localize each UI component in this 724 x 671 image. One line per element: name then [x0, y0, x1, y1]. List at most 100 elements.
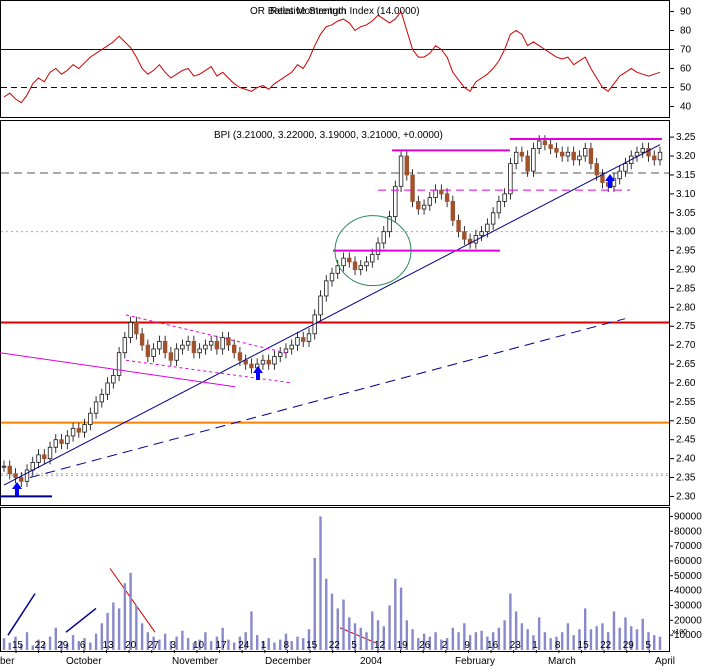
volume-bar: [589, 629, 593, 650]
price-bar-body: [640, 148, 645, 153]
rsi-tick-label: 40: [680, 102, 692, 113]
rsi-tick-label: 90: [680, 7, 692, 18]
price-bar-body: [652, 155, 657, 161]
volume-bar: [509, 593, 512, 650]
price-bar-body: [111, 375, 116, 384]
volume-bar: [302, 638, 305, 650]
price-bar-body: [1, 465, 7, 468]
price-bar-body: [65, 435, 70, 444]
price-tick-label: 2.45: [676, 435, 696, 446]
volume-tick-label: 30000: [674, 600, 702, 611]
price-tick-label: 3.25: [676, 132, 696, 143]
price-bar-body: [88, 412, 93, 425]
price-bar-body: [617, 170, 622, 180]
price-bar-body: [36, 454, 41, 463]
volume-multiplier-label: x100: [672, 629, 687, 636]
price-bar-body: [554, 148, 559, 153]
price-bar-body: [220, 337, 225, 350]
price-bar-body: [347, 257, 352, 263]
price-bar-body: [185, 340, 191, 346]
volume-bar: [250, 611, 253, 650]
price-bar-body: [99, 393, 105, 403]
up-arrow-icon: [12, 482, 22, 496]
volume-bar: [514, 611, 518, 650]
price-bar-body: [24, 469, 30, 482]
price-bar-body: [324, 280, 329, 297]
volume-bar: [382, 626, 385, 650]
volume-bar: [422, 633, 426, 650]
price-bar-body: [329, 272, 335, 282]
volume-bar: [198, 639, 201, 650]
price-bar-body: [364, 261, 369, 267]
price-tick-label: 2.70: [676, 340, 696, 351]
volume-bar: [244, 632, 247, 650]
price-tick-label: 2.30: [676, 491, 696, 502]
volume-bar: [371, 611, 374, 650]
price-bar-body: [600, 174, 605, 183]
volume-bar: [129, 572, 132, 650]
volume-bar: [158, 639, 161, 650]
volume-bar: [238, 636, 242, 650]
price-bar-body: [30, 461, 35, 471]
price-tick-label: 2.35: [676, 473, 696, 484]
price-tick-label: 2.40: [676, 454, 696, 465]
volume-bar: [578, 629, 581, 650]
price-bar-body: [387, 216, 392, 233]
price-tick-label: 3.05: [676, 208, 696, 219]
volume-bar: [468, 635, 472, 650]
volume-bar: [560, 632, 564, 650]
volume-bar: [232, 642, 236, 650]
volume-bar: [279, 639, 282, 650]
price-bar-body: [444, 193, 450, 202]
x-month-label: April: [655, 656, 675, 666]
rsi-overlay-label: OR Bates Momentum: [250, 6, 346, 17]
volume-bar: [388, 605, 391, 650]
x-day-label: 22: [329, 640, 341, 651]
volume-bar: [48, 636, 52, 650]
highlight-circle: [334, 215, 412, 287]
secondary-trend-line: [29, 318, 626, 479]
x-day-label: 13: [102, 640, 114, 651]
volume-bar: [135, 605, 138, 650]
volume-bar: [169, 641, 173, 650]
volume-bar: [123, 583, 127, 650]
volume-bar: [25, 632, 29, 650]
price-bar-body: [634, 151, 640, 157]
price-bar-body: [571, 151, 576, 161]
volume-bar: [325, 578, 328, 650]
volume-bar: [112, 602, 115, 650]
price-bar-body: [450, 201, 456, 221]
channel-bottom: [125, 359, 293, 384]
price-bar-body: [410, 174, 415, 202]
price-bar-body: [341, 257, 346, 267]
x-month-label: November: [172, 656, 219, 666]
price-bar-body: [191, 340, 197, 354]
price-bar-body: [19, 477, 24, 482]
volume-tick-label: 70000: [674, 541, 702, 552]
volume-bar: [497, 627, 501, 650]
x-month-label: 2004: [360, 656, 383, 666]
price-bar-body: [260, 359, 266, 365]
price-bar-body: [53, 439, 58, 448]
volume-bar: [630, 626, 633, 650]
volume-bar: [342, 599, 345, 650]
volume-bar: [428, 636, 432, 650]
volume-bar: [163, 633, 167, 650]
volume-bar: [66, 644, 69, 650]
volume-trend-2: [65, 607, 97, 633]
x-month-label: October: [66, 656, 102, 666]
x-day-label: 5: [645, 640, 651, 651]
volume-bar: [635, 629, 639, 650]
price-bar-body: [335, 265, 340, 274]
volume-bar: [140, 623, 144, 650]
volume-bar: [451, 627, 455, 650]
price-bar-body: [375, 242, 381, 255]
volume-bar: [37, 639, 40, 650]
price-bar-body: [439, 189, 444, 195]
price-panel-frame: [0, 120, 670, 506]
volume-bar: [261, 641, 265, 650]
volume-trend-3: [109, 568, 156, 633]
volume-bar: [273, 642, 276, 650]
x-day-label: 15: [12, 640, 24, 651]
